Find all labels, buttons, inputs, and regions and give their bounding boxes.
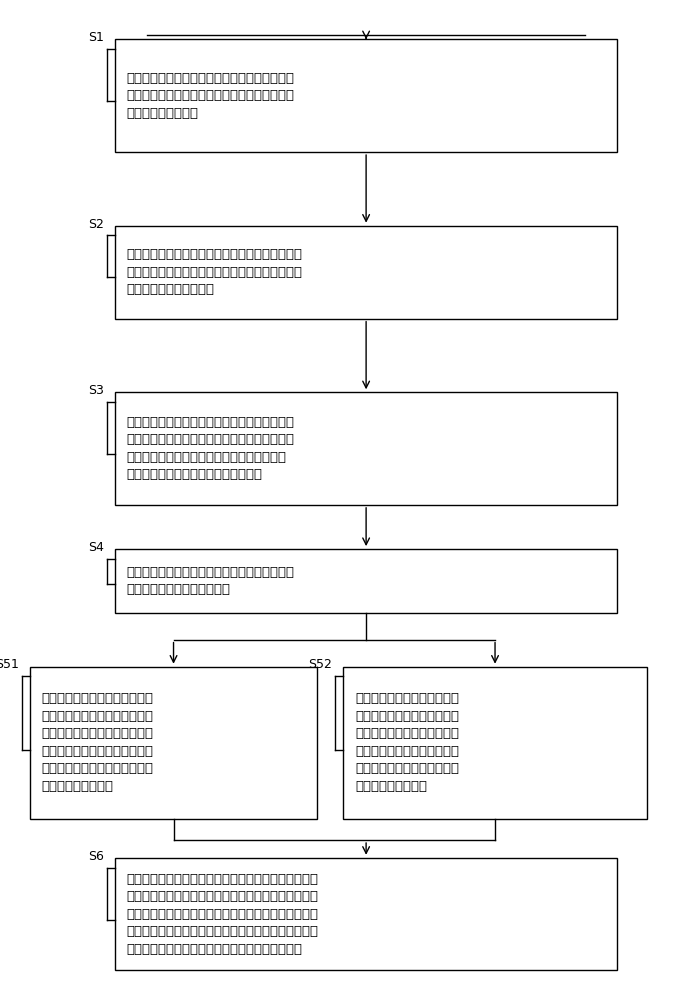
FancyBboxPatch shape bbox=[115, 226, 617, 319]
Text: S51: S51 bbox=[0, 659, 19, 672]
Text: S3: S3 bbox=[88, 384, 103, 397]
Text: 在标注员标注时，使第一自动化标注结果返回至标注平
台以辅助标注；并基于待标注帧中的下一帧数据和预设
的检测框面积值与位置，校正更新后的第一自动化标注
结果，获得: 在标注员标注时，使第一自动化标注结果返回至标注平 台以辅助标注；并基于待标注帧中… bbox=[126, 873, 318, 956]
Text: 对于第二自动化标注结果的检测
框，在第一自动化标注结果中搜
寻与其交并比最大的检测框，且
当交并比满足条件时，使对应帧
数据的第二自动化标注结果替换
第一自动化: 对于第二自动化标注结果的检测 框，在第一自动化标注结果中搜 寻与其交并比最大的检… bbox=[41, 692, 154, 793]
FancyBboxPatch shape bbox=[343, 667, 647, 818]
Text: 获取待标注帧并按时序排列后，输入预设的目标
检测模型中，以逐帧输出检测框，作为对应帧的
第一自动化标注结果: 获取待标注帧并按时序排列后，输入预设的目标 检测模型中，以逐帧输出检测框，作为对… bbox=[126, 72, 294, 120]
Text: 对于第二自动化标注结果中某
一检测框，在第一自动化标注
结果中搜寻与其交并比最大的
检测框，且当交并比未满足条
件时，则将该检测框添加至第
一自动化标注结果中: 对于第二自动化标注结果中某 一检测框，在第一自动化标注 结果中搜寻与其交并比最大… bbox=[355, 692, 459, 793]
FancyBboxPatch shape bbox=[115, 858, 617, 970]
Text: 对比第二自动化标注结果中各个物体的检测框与
第一自动化标注结果的检测框: 对比第二自动化标注结果中各个物体的检测框与 第一自动化标注结果的检测框 bbox=[126, 566, 294, 596]
Text: 基于按时序排列的待标注帧，使校正后正确的第
一自动化标注结果输入预设的目标跟踪模型中，
预测得到该帧数据中物体在后续帧的所有检测
框，作为对应帧的第二自动化标注: 基于按时序排列的待标注帧，使校正后正确的第 一自动化标注结果输入预设的目标跟踪模… bbox=[126, 416, 294, 481]
Text: S1: S1 bbox=[88, 31, 103, 44]
FancyBboxPatch shape bbox=[115, 549, 617, 613]
FancyBboxPatch shape bbox=[115, 392, 617, 505]
Text: 基于待标注帧中的第一帧数据和预设的检测框面积
值与位置，校正对应的第一自动化标注结果，直至
完成所有待标注帧的校正: 基于待标注帧中的第一帧数据和预设的检测框面积 值与位置，校正对应的第一自动化标注… bbox=[126, 248, 303, 296]
Text: S52: S52 bbox=[308, 659, 332, 672]
Text: S6: S6 bbox=[88, 850, 103, 863]
FancyBboxPatch shape bbox=[115, 39, 617, 152]
Text: S2: S2 bbox=[88, 218, 103, 231]
FancyBboxPatch shape bbox=[30, 667, 317, 818]
Text: S4: S4 bbox=[88, 541, 103, 554]
